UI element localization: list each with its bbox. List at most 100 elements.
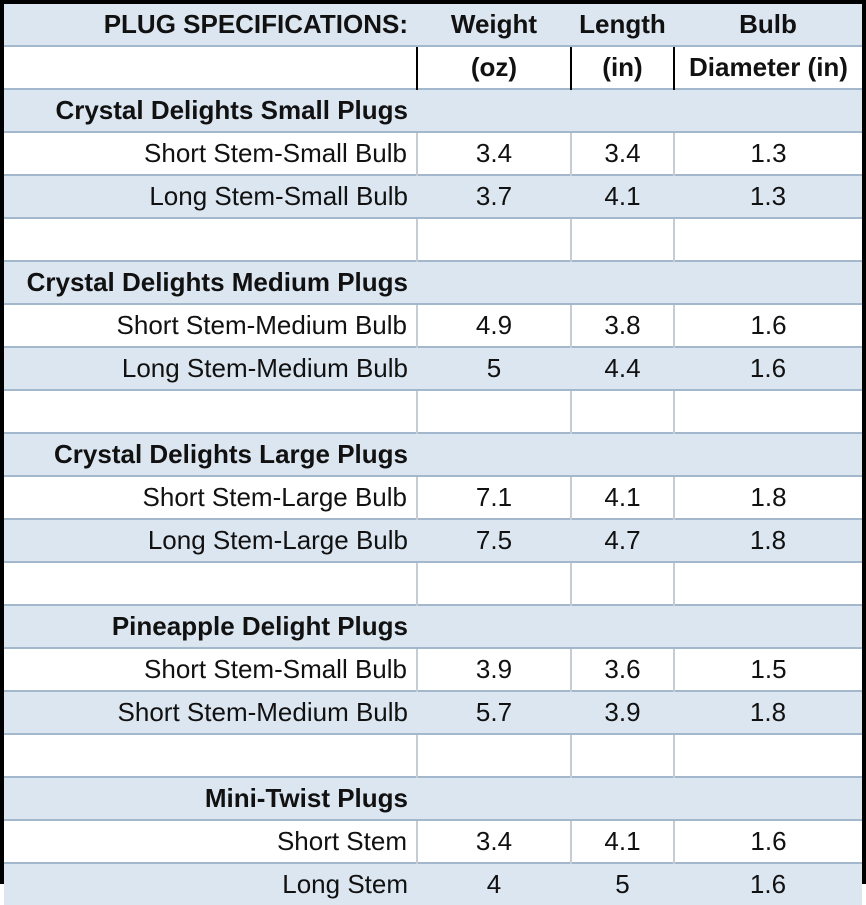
empty-cell: [674, 432, 862, 476]
weight-value: 7.5: [417, 518, 571, 562]
length-value: 3.6: [570, 647, 674, 691]
column-unit-bulb: Diameter (in): [673, 45, 862, 89]
length-value: 4.1: [570, 475, 674, 519]
table-row: Short Stem-Large Bulb 7.1 4.1 1.8: [4, 475, 862, 519]
plug-specifications-table: PLUG SPECIFICATIONS: Weight Length Bulb …: [4, 4, 862, 905]
section-header-row: Pineapple Delight Plugs: [4, 604, 862, 648]
table-row: Long Stem-Small Bulb 3.7 4.1 1.3: [4, 174, 862, 218]
bulb-diameter-value: 1.6: [674, 346, 862, 390]
section-header-row: Mini-Twist Plugs: [4, 776, 862, 820]
section-header: Crystal Delights Large Plugs: [4, 432, 417, 476]
empty-cell: [571, 88, 674, 132]
spacer-row: [4, 217, 862, 261]
empty-cell: [417, 604, 571, 648]
column-unit-length: (in): [570, 45, 674, 89]
weight-value: 5.7: [417, 690, 571, 734]
section-header-row: Crystal Delights Large Plugs: [4, 432, 862, 476]
weight-value: 3.7: [417, 174, 571, 218]
table-row: Short Stem-Small Bulb 3.9 3.6 1.5: [4, 647, 862, 691]
row-label: Short Stem-Small Bulb: [4, 131, 417, 175]
table-row: Long Stem-Large Bulb 7.5 4.7 1.8: [4, 518, 862, 562]
section-header-row: Crystal Delights Small Plugs: [4, 88, 862, 132]
length-value: 3.8: [570, 303, 674, 347]
length-value: 3.4: [570, 131, 674, 175]
weight-value: 3.9: [416, 647, 571, 691]
table-row: Short Stem-Medium Bulb 5.7 3.9 1.8: [4, 690, 862, 734]
weight-value: 4.9: [416, 303, 571, 347]
row-label: Short Stem-Small Bulb: [4, 647, 417, 691]
length-value: 4.1: [571, 174, 674, 218]
empty-cell: [571, 432, 674, 476]
empty-cell: [570, 389, 674, 433]
empty-cell: [673, 389, 862, 433]
column-unit-weight: (oz): [416, 45, 571, 89]
empty-cell: [4, 217, 417, 261]
table-row: Long Stem 4 5 1.6: [4, 862, 862, 905]
bulb-diameter-value: 1.6: [673, 303, 862, 347]
bulb-diameter-value: 1.5: [673, 647, 862, 691]
bulb-diameter-value: 1.3: [673, 131, 862, 175]
empty-cell: [570, 217, 674, 261]
empty-cell: [417, 432, 571, 476]
empty-cell: [674, 776, 862, 820]
spacer-row: [4, 733, 862, 777]
column-header-length: Length: [571, 4, 674, 46]
row-label: Long Stem-Large Bulb: [4, 518, 417, 562]
length-value: 4.4: [571, 346, 674, 390]
weight-value: 5: [417, 346, 571, 390]
column-header-weight: Weight: [417, 4, 571, 46]
spacer-row: [4, 389, 862, 433]
empty-cell: [570, 561, 674, 605]
table-row: Short Stem 3.4 4.1 1.6: [4, 819, 862, 863]
row-label: Short Stem: [4, 819, 417, 863]
section-header: Crystal Delights Small Plugs: [4, 88, 417, 132]
empty-cell: [674, 88, 862, 132]
section-header-row: Crystal Delights Medium Plugs: [4, 260, 862, 304]
length-value: 5: [571, 862, 674, 905]
section-header: Crystal Delights Medium Plugs: [4, 260, 417, 304]
units-empty-cell: [4, 45, 417, 89]
section-header: Mini-Twist Plugs: [4, 776, 417, 820]
row-label: Short Stem-Large Bulb: [4, 475, 417, 519]
table-row: Short Stem-Small Bulb 3.4 3.4 1.3: [4, 131, 862, 175]
empty-cell: [571, 604, 674, 648]
empty-cell: [674, 260, 862, 304]
empty-cell: [416, 217, 571, 261]
length-value: 4.7: [571, 518, 674, 562]
section-header: Pineapple Delight Plugs: [4, 604, 417, 648]
empty-cell: [571, 260, 674, 304]
length-value: 4.1: [570, 819, 674, 863]
row-label: Short Stem-Medium Bulb: [4, 303, 417, 347]
row-label: Short Stem-Medium Bulb: [4, 690, 417, 734]
table-title-row: PLUG SPECIFICATIONS: Weight Length Bulb: [4, 4, 862, 46]
empty-cell: [674, 604, 862, 648]
weight-value: 4: [417, 862, 571, 905]
empty-cell: [417, 88, 571, 132]
table-body: Crystal Delights Small Plugs Short Stem-S…: [4, 88, 862, 905]
weight-value: 3.4: [416, 131, 571, 175]
row-label: Long Stem: [4, 862, 417, 905]
bulb-diameter-value: 1.8: [674, 518, 862, 562]
empty-cell: [4, 389, 417, 433]
empty-cell: [673, 217, 862, 261]
empty-cell: [571, 776, 674, 820]
empty-cell: [570, 733, 674, 777]
table-title: PLUG SPECIFICATIONS:: [4, 4, 417, 46]
row-label: Long Stem-Medium Bulb: [4, 346, 417, 390]
empty-cell: [416, 561, 571, 605]
weight-value: 7.1: [416, 475, 571, 519]
empty-cell: [673, 733, 862, 777]
empty-cell: [4, 733, 417, 777]
bulb-diameter-value: 1.8: [674, 690, 862, 734]
bulb-diameter-value: 1.6: [673, 819, 862, 863]
empty-cell: [673, 561, 862, 605]
table-row: Short Stem-Medium Bulb 4.9 3.8 1.6: [4, 303, 862, 347]
bulb-diameter-value: 1.3: [674, 174, 862, 218]
empty-cell: [417, 776, 571, 820]
row-label: Long Stem-Small Bulb: [4, 174, 417, 218]
bulb-diameter-value: 1.8: [673, 475, 862, 519]
length-value: 3.9: [571, 690, 674, 734]
empty-cell: [417, 260, 571, 304]
bulb-diameter-value: 1.6: [674, 862, 862, 905]
